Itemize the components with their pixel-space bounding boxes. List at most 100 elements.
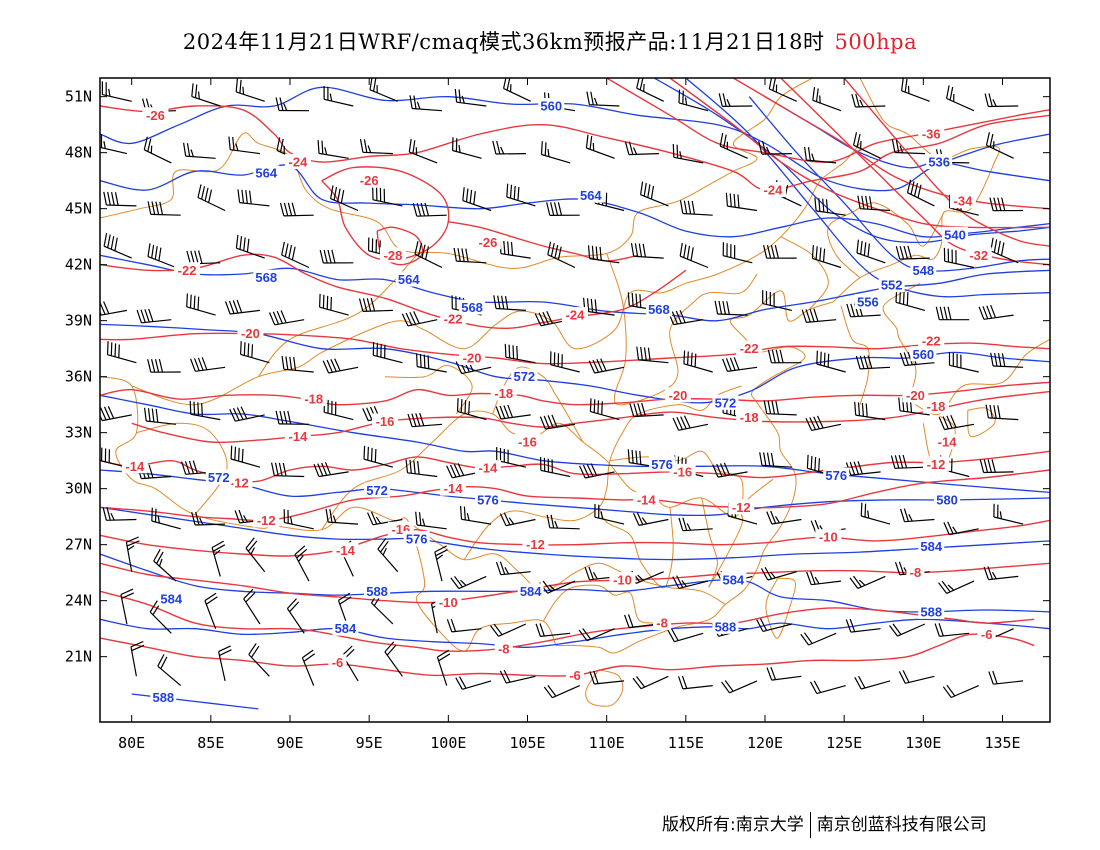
wind-barb-staff <box>281 254 310 269</box>
wind-barb-feather <box>155 201 160 215</box>
wind-barb-feather <box>243 515 248 523</box>
wind-barb-feather <box>190 149 194 157</box>
temperature-label: -18 <box>494 386 513 401</box>
wind-barb-feather <box>103 191 107 206</box>
height-label: 584 <box>335 621 357 636</box>
wind-barb-feather <box>363 139 368 153</box>
wind-barb-staff <box>230 149 260 155</box>
wind-barb-feather <box>114 237 118 251</box>
wind-barb-staff <box>812 99 842 112</box>
plot-area: -26-24-26-28-26-22-22 -24-20-20-22 -22-18-… <box>100 78 1050 710</box>
wind-barb-staff <box>274 475 305 478</box>
wind-barb-staff <box>245 547 266 573</box>
temperature-label: -14 <box>125 459 145 474</box>
wind-barb-staff <box>986 144 1014 159</box>
wind-barb-feather <box>641 402 646 417</box>
wind-barb-feather <box>690 352 693 366</box>
wind-barb-feather <box>374 448 377 463</box>
wind-barb-feather <box>421 244 426 258</box>
wind-barb-staff <box>590 411 620 421</box>
temperature-label: -12 <box>927 457 946 472</box>
wind-barb-feather <box>987 566 993 580</box>
wind-barb-feather <box>767 349 772 363</box>
wind-barb-staff <box>195 366 226 372</box>
wind-barb-staff <box>682 528 713 532</box>
temperature-label: -12 <box>230 476 249 491</box>
wind-barb-feather <box>586 464 594 477</box>
lon-label: 105E <box>509 734 545 752</box>
height-label-bg <box>942 226 968 242</box>
wind-barb-feather <box>997 240 1001 255</box>
wind-barb-feather <box>857 402 861 416</box>
wind-barb-staff <box>503 87 531 102</box>
wind-barb-feather <box>151 359 156 373</box>
wind-barb-feather <box>759 452 763 466</box>
border-line <box>840 305 870 405</box>
wind-barb-staff <box>811 580 842 586</box>
lon-label: 125E <box>826 734 862 752</box>
wind-barb-feather <box>725 192 728 207</box>
wind-barb-staff <box>594 516 625 525</box>
latitude-axis: 51N 48N 45N 42N 39N 36N 33N 30N 27N 24N 21N <box>65 88 1050 666</box>
wind-barb-staff <box>993 365 1024 368</box>
border-line <box>463 385 742 560</box>
wind-barb-feather <box>107 405 115 419</box>
wind-barb-staff <box>458 575 487 590</box>
wind-barb-staff <box>988 105 1019 108</box>
wind-barb-feather <box>195 511 200 526</box>
wind-barb-feather <box>241 448 244 463</box>
temperature-label: -32 <box>969 248 988 263</box>
temperature-label: -22 <box>444 311 463 326</box>
wind-barb-feather <box>413 95 417 109</box>
wind-barb-feather <box>589 398 592 412</box>
temperature-isoline <box>321 166 450 261</box>
wind-barb-feather <box>587 245 591 259</box>
wind-barb-feather <box>770 452 775 467</box>
wind-barb-staff <box>141 319 172 324</box>
wind-barb-feather <box>586 298 590 312</box>
wind-barb-feather <box>588 566 594 580</box>
wind-barb-feather <box>641 517 648 525</box>
wind-barb-staff <box>372 518 403 526</box>
wind-barb-feather <box>595 246 598 260</box>
wind-barb-feather <box>694 353 697 368</box>
wind-barb-feather <box>902 291 905 305</box>
wind-barb-feather <box>636 78 640 89</box>
wind-barb-feather <box>367 512 374 526</box>
wind-barb-feather <box>279 202 285 217</box>
wind-barb-feather <box>811 245 814 259</box>
wind-barb-staff <box>894 466 925 469</box>
height-label-bg <box>918 538 945 554</box>
lat-label: 51N <box>65 88 92 106</box>
wind-barb-feather <box>243 237 246 251</box>
wind-barb-staff <box>547 254 576 269</box>
wind-barb-feather <box>278 462 283 477</box>
wind-barb-feather <box>419 353 422 368</box>
height-label: 556 <box>857 295 879 310</box>
lon-label: 80E <box>118 734 145 752</box>
wind-barb-staff <box>462 200 492 212</box>
wind-barb-staff <box>850 471 881 476</box>
wind-barb-feather <box>892 623 902 635</box>
height-label: 584 <box>520 584 542 599</box>
wind-barb-staff <box>373 354 403 364</box>
wind-barb-feather <box>245 592 256 603</box>
wind-barb-feather <box>413 311 420 324</box>
wind-barb-feather <box>362 408 369 421</box>
wind-barb-feather <box>938 582 948 594</box>
temperature-label-bg <box>669 463 696 479</box>
wind-barb-feather <box>158 358 164 373</box>
wind-barb-staff <box>808 632 837 646</box>
wind-barb-staff <box>186 306 216 316</box>
wind-barb-feather <box>997 405 1001 419</box>
wind-barb-feather <box>997 353 1002 367</box>
wind-barb-feather <box>629 403 635 417</box>
height-label-bg <box>459 299 486 315</box>
wind-barb-staff <box>761 464 792 468</box>
wind-barb-staff <box>500 571 531 576</box>
wind-barb-feather <box>682 90 684 104</box>
wind-barb-staff <box>771 675 802 681</box>
wind-barb-feather <box>324 462 332 475</box>
wind-barb-feather <box>219 649 232 656</box>
wind-barb-feather <box>593 97 598 106</box>
